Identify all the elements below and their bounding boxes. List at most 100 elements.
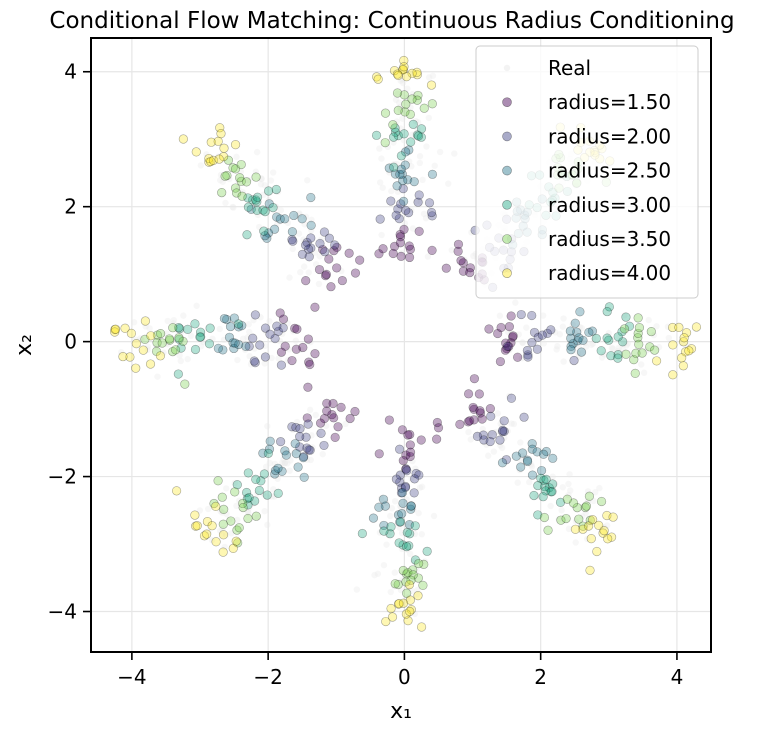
data-point — [403, 567, 413, 578]
data-point — [155, 351, 166, 361]
data-point — [271, 460, 279, 468]
data-point — [425, 114, 433, 122]
data-point — [231, 479, 238, 487]
data-point — [203, 151, 210, 158]
data-point — [409, 69, 416, 77]
data-point — [157, 338, 167, 348]
data-point — [678, 361, 688, 371]
data-point — [226, 516, 233, 523]
data-point — [251, 511, 261, 521]
data-point — [523, 456, 533, 467]
data-point — [315, 418, 326, 428]
data-point — [572, 503, 582, 513]
data-point — [615, 344, 623, 351]
data-point — [402, 466, 412, 476]
data-point — [138, 336, 145, 344]
data-point — [308, 216, 315, 224]
data-point — [385, 531, 392, 539]
data-point — [262, 463, 270, 470]
data-point — [469, 374, 480, 384]
data-point — [604, 302, 614, 312]
data-point — [295, 442, 305, 452]
data-point — [316, 428, 326, 438]
data-point — [391, 474, 401, 484]
data-point — [392, 96, 400, 103]
data-point — [566, 333, 576, 343]
data-point — [229, 313, 239, 323]
data-point — [500, 345, 511, 355]
data-point — [427, 245, 437, 255]
data-point — [386, 522, 396, 532]
data-point — [217, 508, 224, 515]
data-point — [248, 195, 258, 205]
data-point — [393, 118, 400, 125]
data-point — [403, 570, 411, 578]
data-point — [265, 436, 275, 446]
data-point — [270, 333, 280, 344]
data-point — [416, 132, 426, 142]
data-point — [602, 510, 612, 521]
data-point — [251, 172, 261, 182]
data-point — [257, 181, 265, 188]
data-point — [546, 487, 556, 497]
data-point — [373, 74, 383, 84]
data-point — [588, 515, 598, 525]
data-point — [244, 507, 252, 515]
data-point — [284, 320, 291, 327]
data-point — [590, 334, 597, 342]
data-point — [276, 360, 287, 370]
data-point — [380, 561, 388, 569]
data-point — [631, 348, 641, 358]
data-point — [241, 346, 249, 353]
data-point — [519, 339, 526, 346]
data-point — [427, 211, 437, 221]
data-point — [218, 152, 229, 162]
data-point — [405, 440, 415, 450]
data-point — [573, 336, 583, 346]
data-point — [280, 446, 290, 456]
data-point — [456, 255, 466, 266]
data-point — [144, 343, 152, 350]
data-point — [426, 80, 437, 90]
data-point — [399, 62, 409, 72]
data-point — [264, 444, 275, 454]
data-point — [389, 162, 399, 172]
data-point — [394, 90, 401, 98]
data-point — [406, 550, 414, 558]
data-point — [163, 339, 170, 347]
data-point — [395, 517, 406, 527]
data-point — [495, 435, 505, 445]
data-point — [561, 513, 571, 524]
data-point — [301, 432, 311, 442]
data-point — [301, 276, 311, 286]
data-point — [250, 358, 260, 368]
data-point — [174, 334, 184, 344]
data-point — [261, 360, 268, 367]
data-point — [504, 341, 514, 352]
data-point — [304, 445, 314, 455]
data-point — [177, 357, 184, 365]
data-point — [576, 323, 583, 331]
data-point — [214, 154, 224, 164]
data-point — [234, 516, 241, 524]
data-point — [164, 334, 175, 344]
data-point — [465, 416, 475, 426]
data-point — [640, 369, 648, 376]
data-point — [275, 308, 285, 318]
data-point — [560, 315, 567, 322]
data-point — [391, 583, 398, 590]
data-point — [242, 494, 252, 504]
data-point — [404, 208, 414, 218]
data-point — [397, 77, 404, 84]
series-radius=3.00 — [173, 119, 635, 565]
data-point — [409, 488, 419, 498]
data-point — [387, 612, 398, 622]
data-point — [487, 430, 497, 440]
data-point — [565, 491, 572, 499]
data-point — [297, 249, 308, 259]
data-point — [213, 136, 223, 146]
legend-marker — [502, 131, 512, 142]
data-point — [200, 338, 207, 346]
data-point — [333, 422, 343, 432]
data-point — [243, 468, 253, 478]
